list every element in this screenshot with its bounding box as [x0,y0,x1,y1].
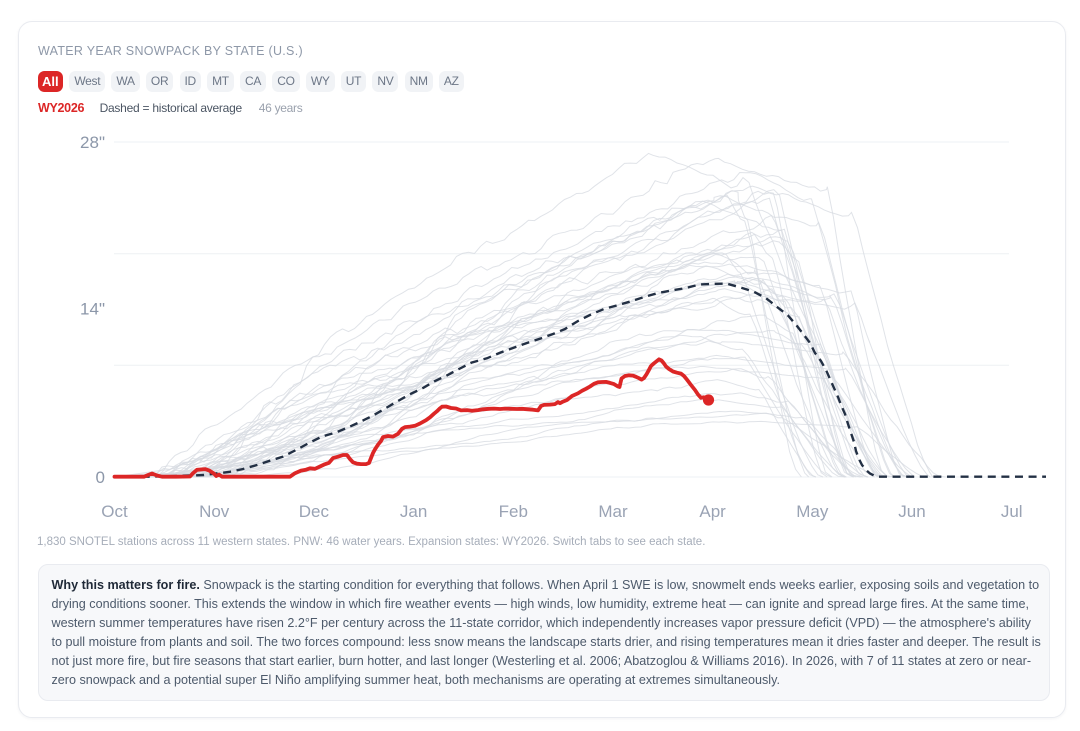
svg-text:Jan: Jan [400,502,427,521]
svg-text:Jul: Jul [1001,502,1023,521]
svg-text:Oct: Oct [101,502,128,521]
svg-text:0: 0 [96,468,105,487]
svg-text:May: May [796,502,829,521]
svg-text:Mar: Mar [598,502,628,521]
svg-text:14": 14" [80,300,105,319]
svg-text:Jun: Jun [898,502,925,521]
svg-text:28": 28" [80,133,105,152]
svg-text:Feb: Feb [499,502,528,521]
svg-text:Dec: Dec [299,502,330,521]
svg-text:Apr: Apr [699,502,726,521]
svg-text:Nov: Nov [199,502,230,521]
